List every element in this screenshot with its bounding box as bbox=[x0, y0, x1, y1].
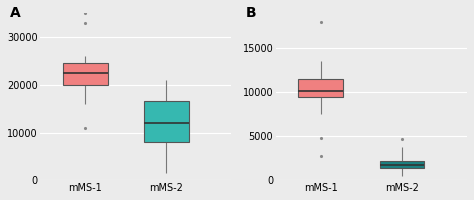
Bar bbox=[380, 161, 424, 168]
Bar bbox=[299, 79, 343, 97]
Text: B: B bbox=[246, 6, 256, 20]
Text: A: A bbox=[10, 6, 21, 20]
Bar bbox=[144, 101, 189, 142]
Bar bbox=[63, 63, 108, 85]
